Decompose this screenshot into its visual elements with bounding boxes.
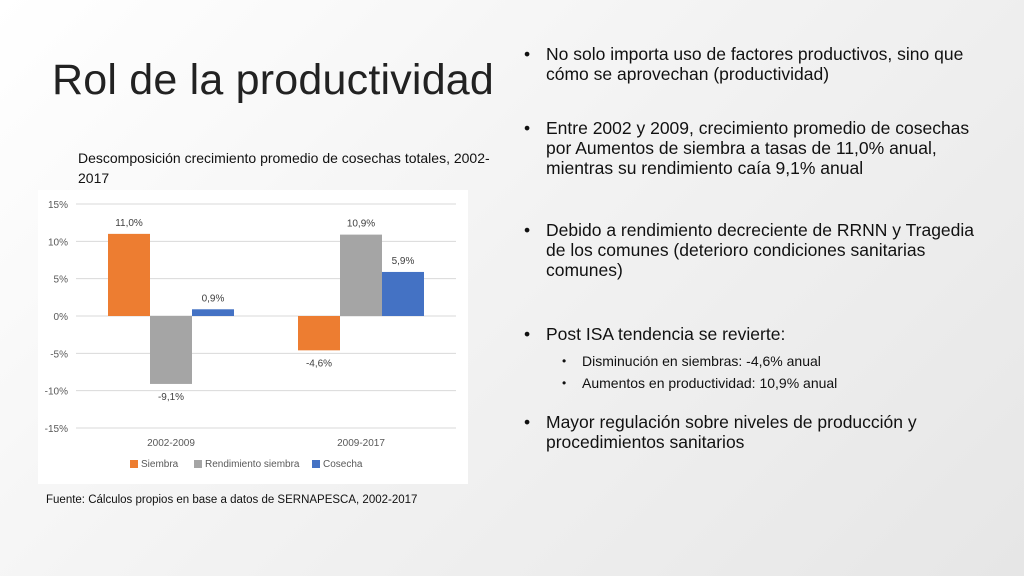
bullet-list: • No solo importa uso de factores produc… [518,44,988,452]
legend-label: Rendimiento siembra [205,459,300,470]
bullet-dot-icon: • [524,44,531,64]
bullet-dot-icon: • [562,376,567,390]
y-tick-label: -15% [45,424,68,435]
sub-bullet-text: Aumentos en productividad: 10,9% anual [582,375,838,391]
source-note: Fuente: Cálculos propios en base a datos… [46,494,418,506]
bullet-item: • No solo importa uso de factores produc… [518,44,988,84]
bullet-text: Mayor regulación sobre niveles de produc… [546,412,917,452]
y-tick-label: -10% [45,387,68,398]
sub-bullet-item: • Aumentos en productividad: 10,9% anual [546,372,988,394]
bullet-text: Entre 2002 y 2009, crecimiento promedio … [546,118,970,178]
bar [382,271,424,316]
bar [340,234,382,316]
legend-label: Siembra [141,459,179,470]
bullet-text: Post ISA tendencia se revierte: [546,324,786,344]
bullet-dot-icon: • [524,412,531,432]
sub-bullet-item: • Disminución en siembras: -4,6% anual [546,350,988,372]
y-tick-label: 10% [48,237,68,248]
x-tick-label: 2009-2017 [337,438,385,449]
chart-area: 15% 10% 5% 0% -5% -10% -15% 11,0% -9,1% 0,9% 2002-… [38,190,468,484]
bullet-text: Debido a rendimiento decreciente de RRNN… [546,220,975,280]
bullet-dot-icon: • [524,220,531,240]
bullet-dot-icon: • [524,324,531,344]
data-label: 11,0% [115,218,143,229]
slide-title: Rol de la productividad [52,56,495,104]
data-label: 0,9% [202,293,225,304]
legend-swatch [194,460,202,468]
legend-label: Cosecha [323,459,363,470]
bullet-dot-icon: • [524,118,531,138]
y-tick-label: -5% [50,349,68,360]
bullet-item: • Entre 2002 y 2009, crecimiento promedi… [518,118,988,178]
y-tick-label: 5% [54,275,69,286]
sub-bullet-text: Disminución en siembras: -4,6% anual [582,353,821,369]
y-tick-label: 15% [48,200,68,211]
legend-swatch [312,460,320,468]
bullet-text: No solo importa uso de factores producti… [546,44,964,84]
data-label: -9,1% [158,392,184,403]
legend-swatch [130,460,138,468]
sub-bullet-list: • Disminución en siembras: -4,6% anual •… [546,350,988,394]
data-label: 10,9% [347,219,375,230]
x-tick-label: 2002-2009 [147,438,195,449]
data-label: 5,9% [392,256,415,267]
bar [192,309,234,316]
data-label: -4,6% [306,358,332,369]
y-tick-label: 0% [54,312,69,323]
bar [108,233,150,316]
bar [298,316,340,351]
bar-chart: 15% 10% 5% 0% -5% -10% -15% 11,0% -9,1% 0,9% 2002-… [45,200,456,470]
bar [150,316,192,384]
bullet-item: • Mayor regulación sobre niveles de prod… [518,412,988,452]
bullet-item: • Post ISA tendencia se revierte: • Dism… [518,324,988,394]
bullet-item: • Debido a rendimiento decreciente de RR… [518,220,988,280]
chart-caption: Descomposición crecimiento promedio de c… [78,150,490,186]
bullet-dot-icon: • [562,354,567,368]
